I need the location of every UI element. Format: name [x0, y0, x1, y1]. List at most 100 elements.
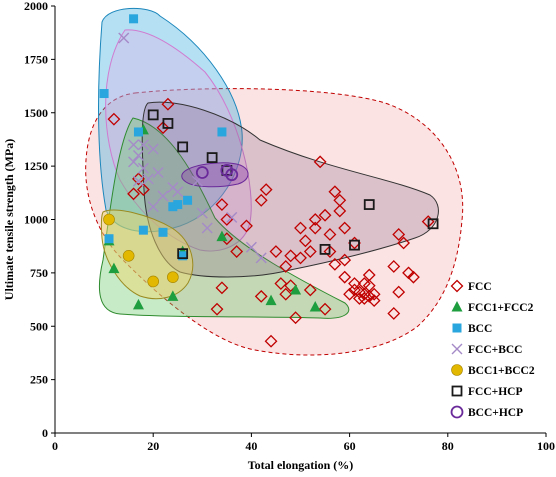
data-point-fcc [392, 285, 406, 299]
data-point-fcc [387, 260, 401, 273]
data-point-fcc [284, 249, 298, 263]
data-point-fcc-bcc [128, 156, 140, 168]
data-point-fcc-bcc [132, 175, 144, 187]
data-point-fcc-hcp [427, 218, 439, 230]
data-point-fcc [397, 236, 411, 250]
data-point-fcc [357, 292, 371, 305]
data-point-fcc [367, 287, 381, 301]
data-point-fcc-bcc [172, 186, 184, 198]
data-point-fcc-bcc [255, 252, 267, 264]
data-point-fcc [323, 228, 337, 241]
data-point-fcc [279, 260, 293, 273]
data-point-fcc [298, 234, 312, 248]
data-point-bcc1-bcc2 [167, 271, 179, 283]
data-point-fcc [294, 251, 307, 265]
data-point-fcc-hcp [177, 248, 189, 260]
data-point-fcc [308, 213, 322, 226]
y-tick-label: 1250 [24, 159, 48, 173]
x-axis-label: Total elongation (%) [248, 458, 354, 472]
data-point-fcc [303, 283, 317, 297]
legend-marker-fcc-hcp [451, 385, 463, 397]
data-point-fcc-hcp [206, 152, 218, 163]
data-point-fcc [230, 245, 244, 258]
legend-marker-bcc-hcp [450, 405, 464, 419]
legend-label-fcc-hcp: FCC+HCP [468, 386, 522, 398]
y-tick-label: 0 [42, 426, 48, 440]
data-point-fcc [338, 221, 352, 235]
data-point-fcc [313, 155, 327, 169]
data-point-fcc1-fcc2 [290, 283, 302, 295]
data-point-fcc1-fcc2 [167, 290, 179, 301]
data-point-fcc1-fcc2 [108, 262, 120, 274]
y-tick-label: 500 [30, 319, 48, 333]
data-point-fcc1-fcc2 [309, 301, 321, 312]
data-point-fcc [279, 287, 293, 301]
data-point-bcc [217, 127, 227, 137]
data-point-fcc [215, 198, 229, 211]
data-point-fcc [387, 307, 401, 320]
data-point-fcc-bcc [245, 241, 257, 253]
data-point-fcc-bcc [137, 139, 149, 151]
data-point-fcc [289, 311, 303, 325]
data-point-fcc [156, 121, 170, 135]
legend: FCC FCC1+FCC2 BCC FCC+BCC BCC1+BCC2 FCC+HCP BC… [450, 279, 535, 419]
region-fcc-bcc [105, 29, 252, 252]
legend-marker-fcc-bcc [451, 343, 463, 355]
data-point-fcc [161, 97, 175, 111]
data-point-bcc [183, 195, 193, 205]
data-point-fcc [392, 228, 406, 241]
data-point-fcc-bcc [201, 222, 213, 234]
data-point-fcc [254, 289, 268, 303]
data-point-bcc1-bcc2 [147, 275, 159, 288]
data-point-fcc [136, 183, 150, 197]
data-point-fcc [318, 208, 332, 222]
data-point-bcc [104, 234, 114, 244]
legend-marker-bcc [452, 323, 462, 333]
x-tick-label: 100 [537, 439, 555, 453]
data-point-fcc [240, 219, 253, 233]
data-point-fcc-hcp [319, 243, 331, 255]
data-point-fcc [333, 204, 347, 218]
data-point-fcc [107, 112, 121, 126]
data-point-fcc [338, 270, 352, 284]
data-point-bcc [99, 89, 109, 99]
data-point-fcc [274, 277, 288, 290]
data-point-fcc-hcp [162, 118, 174, 129]
legend-marker-fcc [450, 279, 464, 293]
data-point-fcc-hcp [147, 109, 159, 121]
x-tick-label: 0 [52, 439, 58, 453]
data-point-fcc-bcc [118, 32, 130, 44]
data-point-fcc [367, 294, 381, 308]
x-tick-label: 80 [442, 439, 454, 453]
x-tick-label: 40 [245, 439, 257, 453]
data-point-bcc-hcp [195, 166, 209, 179]
data-point-fcc1-fcc2 [216, 230, 228, 242]
y-tick-label: 750 [30, 266, 48, 280]
data-point-fcc-bcc [226, 211, 238, 223]
data-point-fcc-bcc [157, 190, 169, 202]
data-point-fcc-bcc [137, 162, 149, 174]
data-point-bcc [133, 127, 143, 137]
data-point-fcc [348, 277, 361, 290]
data-point-fcc-hcp [363, 199, 375, 210]
y-tick-label: 1500 [24, 106, 48, 120]
data-point-fcc [284, 279, 298, 293]
axes: 0 20 40 60 80 1000250500750100012501500175020… [24, 0, 555, 453]
y-tick-label: 1000 [24, 213, 48, 227]
data-point-fcc [294, 221, 307, 235]
data-point-fcc-bcc [132, 149, 144, 161]
y-tick-label: 2000 [24, 0, 48, 13]
legend-label-bcc: BCC [468, 323, 492, 335]
data-point-bcc [129, 14, 139, 24]
x-tick-label: 20 [147, 439, 159, 453]
data-point-fcc [303, 245, 317, 258]
data-point-fcc-bcc [142, 173, 154, 185]
data-point-bcc [158, 227, 168, 237]
data-point-bcc [173, 200, 183, 210]
data-point-fcc [328, 257, 342, 271]
data-point-bcc [138, 225, 148, 235]
data-point-fcc-bcc [147, 143, 159, 155]
data-point-fcc [259, 183, 273, 197]
data-point-bcc1-bcc2 [103, 213, 115, 226]
